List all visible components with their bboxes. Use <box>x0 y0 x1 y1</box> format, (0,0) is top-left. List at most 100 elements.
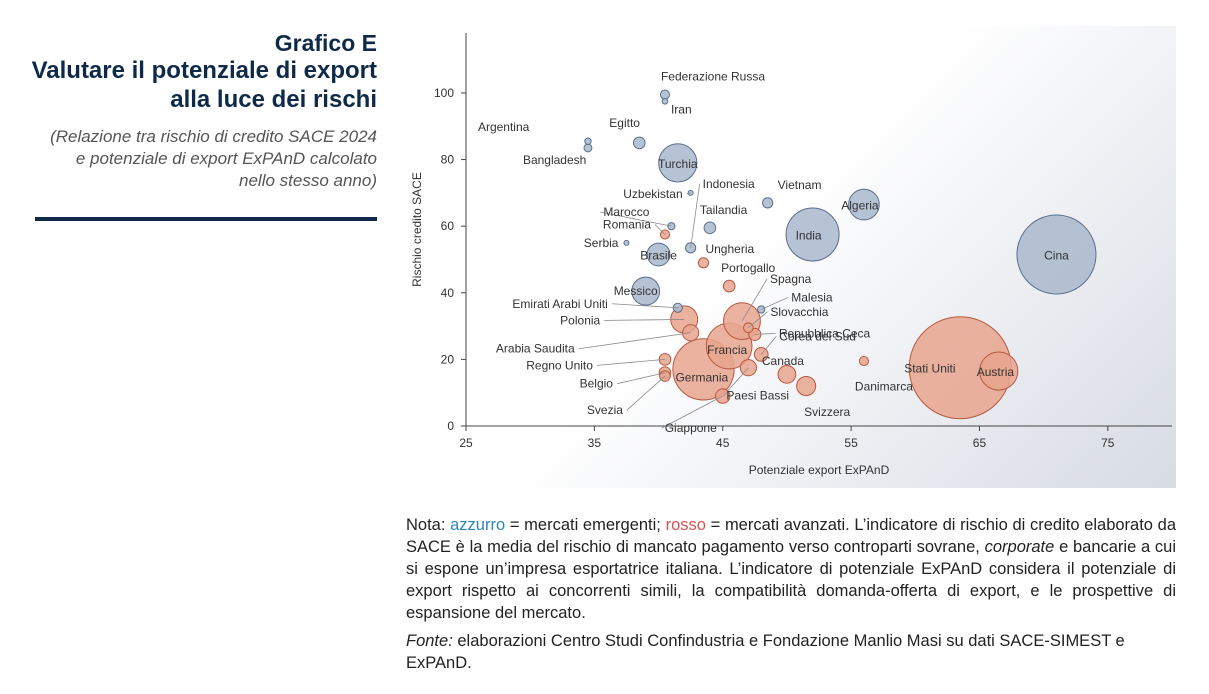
source-text: elaborazioni Centro Studi Confindustria … <box>406 632 1125 672</box>
leader-line-svezia <box>626 375 666 411</box>
bubble-chart: 25 35 45 55 65 75 0 20 40 60 80 100 Potenziale expor… <box>406 26 1176 488</box>
chart-subtitle-line-1: (Relazione tra rischio di credito SACE 2… <box>50 127 377 146</box>
bubble-federazione-russa <box>659 89 671 100</box>
bubble-label-malesia: Malesia <box>791 290 833 304</box>
bubble-label-svezia: Svezia <box>587 403 623 417</box>
bubble-iran <box>661 97 669 105</box>
note-part-2: = mercati avanzati. L’indicatore di risc… <box>406 516 1177 556</box>
y-tick-label: 100 <box>434 86 454 100</box>
bubble-label-uzbekistan: Uzbekistan <box>623 187 682 201</box>
chart-title-line-2: alla luce dei rischi <box>170 86 377 113</box>
chart-svg: 25 35 45 55 65 75 0 20 40 60 80 100 Potenziale expor… <box>410 33 1172 477</box>
x-tick-label: 45 <box>716 436 730 450</box>
y-tick-label: 40 <box>441 286 455 300</box>
bubble-serbia <box>623 239 630 246</box>
x-tick-label: 35 <box>588 436 602 450</box>
bubble-label-emirati-arabi-uniti: Emirati Arabi Uniti <box>512 297 607 311</box>
chart-title: Valutare il potenziale di export alla lu… <box>0 56 377 114</box>
note-part-1: = mercati emergenti; <box>509 516 661 534</box>
chart-subtitle-line-3: nello stesso anno) <box>239 171 377 190</box>
bubble-label-canada: Canada <box>762 354 804 368</box>
bubble-bangladesh <box>583 143 593 153</box>
bubble-label-austria: Austria <box>977 365 1015 379</box>
y-tick-label: 80 <box>441 153 455 167</box>
y-tick-label: 0 <box>447 419 454 433</box>
bubble-label-indonesia: Indonesia <box>703 177 755 191</box>
bubble-label-turchia: Turchia <box>658 157 698 171</box>
bubble-svizzera <box>796 375 817 397</box>
bubble-brasile <box>646 242 671 267</box>
chart-panel: 25 35 45 55 65 75 0 20 40 60 80 100 Potenziale expor… <box>406 26 1176 488</box>
bubble-vietnam <box>762 197 774 209</box>
leader-line-romania <box>654 224 666 235</box>
bubble-label-messico: Messico <box>614 284 658 298</box>
leader-line-belgio <box>616 372 666 385</box>
bubble-label-repubblica-ceca: Repubblica Ceca <box>779 326 871 340</box>
note-paragraph: Nota: azzurro = mercati emergenti; rosso… <box>406 514 1176 624</box>
bubble-label-algeria: Algeria <box>841 199 879 213</box>
chart-title-line-1: Valutare il potenziale di export <box>31 57 377 84</box>
x-axis-label: Potenziale export ExPAnD <box>749 463 890 477</box>
leader-line-corea-del-sud <box>760 336 777 355</box>
bubble-label-danimarca: Danimarca <box>855 379 913 393</box>
bubble-portogallo <box>722 279 736 293</box>
leader-line-slovacchia <box>748 311 768 329</box>
bubble-label-egitto: Egitto <box>609 116 640 130</box>
bubble-label-serbia: Serbia <box>584 236 619 250</box>
bubble-label-corea-del-sud: Corea del Sud <box>779 329 856 343</box>
bubble-algeria <box>848 188 880 221</box>
bubble-label-stati-uniti: Stati Uniti <box>904 362 955 376</box>
leader-line-repubblica-ceca <box>754 333 776 335</box>
bubble-label-regno-unito: Regno Unito <box>526 358 593 372</box>
bubble-danimarca <box>777 365 797 384</box>
bubble-cina <box>1016 214 1097 295</box>
y-tick-label: 60 <box>441 219 455 233</box>
leader-line-emirati-arabi-uniti <box>611 303 678 309</box>
bubble-label-india: India <box>796 228 822 242</box>
y-axis-label: Rischio credito SACE <box>410 172 424 287</box>
bubble-label-brasile: Brasile <box>640 248 677 262</box>
leader-line-spagna <box>741 278 768 322</box>
x-tick-label: 75 <box>1101 436 1115 450</box>
bubble-ungheria <box>697 257 710 269</box>
bubble-egitto <box>632 136 646 150</box>
bubble-messico <box>631 276 661 306</box>
source-paragraph: Fonte: elaborazioni Centro Studi Confind… <box>406 630 1176 674</box>
bubble-paesi-bassi <box>739 359 757 377</box>
bubble-label-ungheria: Ungheria <box>705 242 754 256</box>
notes-block: Nota: azzurro = mercati emergenti; rosso… <box>406 514 1176 680</box>
bubble-india <box>785 207 840 262</box>
bubble-label-iran: Iran <box>671 102 692 116</box>
bubble-argentina <box>584 137 592 145</box>
header-divider <box>35 217 377 221</box>
leader-line-uzbekistan <box>686 192 691 195</box>
bubble-label-portogallo: Portogallo <box>721 261 775 275</box>
bubble-label-slovacchia: Slovacchia <box>770 305 828 319</box>
bubble-canada <box>858 355 869 367</box>
source-label: Fonte: <box>406 632 453 650</box>
note-rosso: rosso <box>665 516 706 534</box>
bubble-corea-del-sud <box>753 347 769 362</box>
header-block: Grafico E Valutare il potenziale di expo… <box>0 30 377 192</box>
x-tick-label: 55 <box>844 436 858 450</box>
bubble-label-giappone: Giappone <box>665 421 717 435</box>
leader-line-giappone <box>661 395 723 429</box>
x-tick-label: 25 <box>459 436 473 450</box>
bubble-label-spagna: Spagna <box>770 272 812 286</box>
note-corporate: corporate <box>984 538 1055 556</box>
note-part-3: e bancarie a cui si espone un’impresa es… <box>406 538 1176 622</box>
bubble-label-tailandia: Tailandia <box>700 203 748 217</box>
chart-label: Grafico E <box>274 30 377 56</box>
bubble-label-paesi-bassi: Paesi Bassi <box>726 389 789 403</box>
bubble-label-romania: Romania <box>603 217 651 231</box>
bubble-label-belgio: Belgio <box>580 377 614 391</box>
note-label: Nota: <box>406 516 446 534</box>
bubble-austria <box>979 351 1019 391</box>
bubble-label-germania: Germania <box>675 370 728 384</box>
note-azzurro: azzurro <box>450 516 506 534</box>
bubble-label-marocco: Marocco <box>603 205 649 219</box>
bubble-label-francia: Francia <box>707 343 747 357</box>
bubble-turchia <box>658 143 698 183</box>
leader-line-paesi-bassi <box>723 367 749 396</box>
bubble-label-cina: Cina <box>1044 248 1069 262</box>
